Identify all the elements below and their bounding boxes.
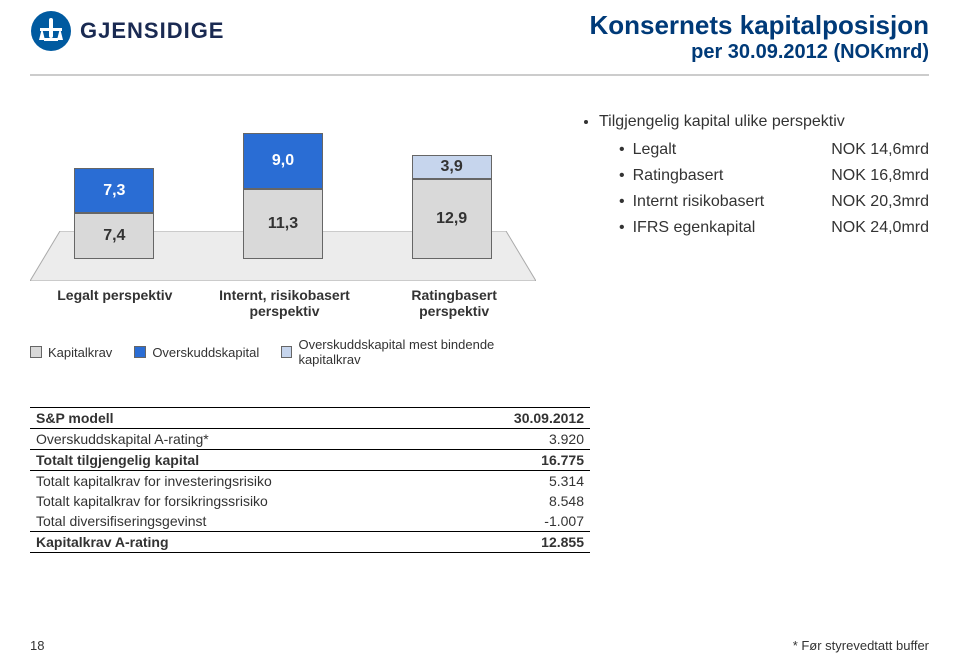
bullet-item: IFRS egenkapitalNOK 24,0mrd xyxy=(619,219,929,237)
axis-label: Ratingbasert perspektiv xyxy=(379,287,529,319)
table-cell-label: Totalt kapitalkrav for investeringsrisik… xyxy=(30,471,451,492)
logo-icon xyxy=(30,10,72,52)
chart-bars: 7,37,4 9,011,3 3,912,9 xyxy=(30,59,536,259)
page-number: 18 xyxy=(30,638,44,653)
bar-segment: 7,3 xyxy=(74,168,154,213)
table-cell-label: Overskuddskapital A-rating* xyxy=(30,429,451,450)
chart-area: 7,37,4 9,011,3 3,912,9 xyxy=(30,101,539,281)
bar-segment: 12,9 xyxy=(412,179,492,259)
bullet-items: LegaltNOK 14,6mrd RatingbasertNOK 16,8mrd… xyxy=(619,141,929,237)
bar-segment: 9,0 xyxy=(243,133,323,189)
table-cell-value: 8.548 xyxy=(451,491,590,511)
table-row: Totalt kapitalkrav for investeringsrisik… xyxy=(30,471,590,492)
footnote: * Før styrevedtatt buffer xyxy=(793,638,929,653)
legend-item: Overskuddskapital mest bindende kapitalk… xyxy=(281,337,539,367)
bullet-label: Ratingbasert xyxy=(633,167,832,185)
bullet-value: NOK 20,3mrd xyxy=(831,193,929,211)
table-cell-label: S&P modell xyxy=(30,408,451,429)
bullet-item: LegaltNOK 14,6mrd xyxy=(619,141,929,159)
legend-swatch xyxy=(30,346,42,358)
capital-chart: 7,37,4 9,011,3 3,912,9 Legalt perspektiv In… xyxy=(30,101,539,367)
bar-column: 9,011,3 xyxy=(243,133,323,259)
logo: GJENSIDIGE xyxy=(30,10,224,52)
chart-axis-labels: Legalt perspektiv Internt, risikobasert p… xyxy=(30,287,539,319)
axis-label: Internt, risikobasert perspektiv xyxy=(209,287,359,319)
sp-model-table: S&P modell30.09.2012Overskuddskapital A-… xyxy=(30,407,590,553)
table-cell-value: 16.775 xyxy=(451,450,590,471)
bar-segment: 7,4 xyxy=(74,213,154,259)
content-row: 7,37,4 9,011,3 3,912,9 Legalt perspektiv In… xyxy=(0,76,959,367)
legend-swatch xyxy=(134,346,146,358)
table-cell-value: 30.09.2012 xyxy=(451,408,590,429)
title-line2: per 30.09.2012 (NOKmrd) xyxy=(589,41,929,64)
bar-column: 3,912,9 xyxy=(412,155,492,259)
logo-text: GJENSIDIGE xyxy=(80,18,224,44)
table: S&P modell30.09.2012Overskuddskapital A-… xyxy=(30,407,590,553)
table-row: Totalt kapitalkrav for forsikringssrisik… xyxy=(30,491,590,511)
bullet-value: NOK 16,8mrd xyxy=(831,167,929,185)
table-row: Overskuddskapital A-rating*3.920 xyxy=(30,429,590,450)
bullet-heading: Tilgjengelig kapital ulike perspektiv xyxy=(599,113,929,131)
table-cell-value: 12.855 xyxy=(451,532,590,553)
title-line1: Konsernets kapitalposisjon xyxy=(589,10,929,41)
bar-segment: 11,3 xyxy=(243,189,323,259)
legend-item: Kapitalkrav xyxy=(30,337,112,367)
table-row: Totalt tilgjengelig kapital16.775 xyxy=(30,450,590,471)
table-row: Total diversifiseringsgevinst-1.007 xyxy=(30,511,590,532)
bullet-item: RatingbasertNOK 16,8mrd xyxy=(619,167,929,185)
table-row: Kapitalkrav A-rating12.855 xyxy=(30,532,590,553)
bar-segment: 3,9 xyxy=(412,155,492,179)
bullet-label: Internt risikobasert xyxy=(633,193,832,211)
table-cell-label: Totalt tilgjengelig kapital xyxy=(30,450,451,471)
capital-bullets: Tilgjengelig kapital ulike perspektiv Le… xyxy=(579,113,929,245)
footer: 18 * Før styrevedtatt buffer xyxy=(30,638,929,653)
legend-label: Overskuddskapital xyxy=(152,345,259,360)
table-cell-label: Totalt kapitalkrav for forsikringssrisik… xyxy=(30,491,451,511)
bullet-item: Internt risikobasertNOK 20,3mrd xyxy=(619,193,929,211)
axis-label: Legalt perspektiv xyxy=(40,287,190,319)
bullet-label: Legalt xyxy=(633,141,832,159)
header: GJENSIDIGE Konsernets kapitalposisjon pe… xyxy=(0,0,959,64)
bullet-value: NOK 14,6mrd xyxy=(831,141,929,159)
table-cell-label: Kapitalkrav A-rating xyxy=(30,532,451,553)
chart-legend: Kapitalkrav Overskuddskapital Overskuddska… xyxy=(30,337,539,367)
bar-column: 7,37,4 xyxy=(74,168,154,259)
table-cell-value: -1.007 xyxy=(451,511,590,532)
table-row: S&P modell30.09.2012 xyxy=(30,408,590,429)
table-cell-label: Total diversifiseringsgevinst xyxy=(30,511,451,532)
legend-label: Overskuddskapital mest bindende kapitalk… xyxy=(298,337,539,367)
legend-label: Kapitalkrav xyxy=(48,345,112,360)
bullet-head-text: Tilgjengelig kapital ulike perspektiv xyxy=(599,113,929,131)
page-title: Konsernets kapitalposisjon per 30.09.201… xyxy=(589,10,929,64)
table-cell-value: 3.920 xyxy=(451,429,590,450)
table-cell-value: 5.314 xyxy=(451,471,590,492)
legend-swatch xyxy=(281,346,292,358)
bullet-value: NOK 24,0mrd xyxy=(831,219,929,237)
bullet-label: IFRS egenkapital xyxy=(633,219,832,237)
legend-item: Overskuddskapital xyxy=(134,337,259,367)
